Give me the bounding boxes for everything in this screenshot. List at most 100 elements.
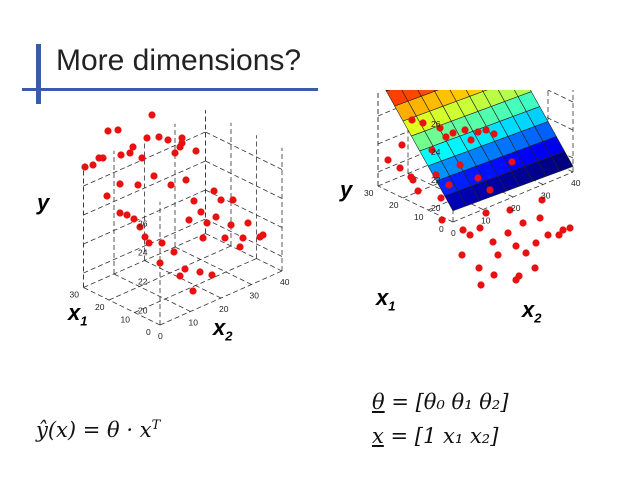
scatter-x2-subscript: 2: [225, 328, 233, 344]
plane-fit-tick-labels: 20 22 24 26 0 10 20 30 0 10 20 30 40: [364, 119, 581, 238]
data-point: [189, 287, 197, 295]
plane-patch: [449, 90, 471, 102]
data-point: [384, 156, 392, 164]
x2-tick-label: 30: [541, 191, 551, 201]
data-point: [167, 181, 175, 189]
data-point: [428, 146, 436, 154]
data-point: [141, 233, 149, 241]
data-point: [130, 215, 138, 223]
plane-x2-letter: x: [522, 297, 535, 322]
data-point: [494, 251, 502, 259]
data-point: [95, 154, 103, 162]
data-point: [474, 128, 482, 136]
x2-tick-label: 40: [280, 277, 290, 287]
data-point: [148, 111, 156, 119]
data-point: [155, 133, 163, 141]
plane-x2-axis-label: x2: [522, 297, 541, 325]
data-point: [531, 264, 539, 272]
plane-patch: [465, 90, 484, 97]
data-point: [536, 214, 544, 222]
plane-patch: [401, 90, 422, 102]
scatter-points: [81, 111, 267, 295]
data-point: [197, 208, 205, 216]
data-point: [164, 136, 172, 144]
data-point: [436, 124, 444, 132]
plane-y-axis-label: y: [340, 177, 353, 202]
data-point: [512, 242, 520, 250]
floor-grid-line: [205, 233, 283, 272]
plane-patch: [497, 90, 519, 102]
wall-grid-line: [205, 160, 283, 199]
data-point: [559, 226, 567, 234]
scatter-x1-axis-label: x1: [68, 300, 87, 328]
data-point: [437, 194, 445, 202]
theta-equation: θ = [θ₀ θ₁ θ₂]: [372, 390, 509, 414]
scatter-plot-3d: 20 22 24 26 0 10 20 30 0 10 20 30 40: [70, 110, 290, 341]
x2-tick-label: 20: [511, 203, 521, 213]
data-point: [190, 197, 198, 205]
x2-tick-label: 0: [158, 331, 163, 341]
data-point: [504, 229, 512, 237]
data-point: [136, 223, 144, 231]
data-point: [482, 126, 490, 134]
scatter-x1-subscript: 1: [80, 313, 88, 329]
data-point: [158, 239, 166, 247]
data-point: [259, 231, 267, 239]
data-point: [515, 272, 523, 280]
scatter-x1-letter: x: [68, 300, 81, 325]
data-point: [116, 209, 124, 217]
data-point: [150, 172, 158, 180]
data-point: [156, 259, 164, 267]
floor-grid-line: [83, 287, 161, 326]
data-point: [143, 134, 151, 142]
x1-tick-label: 30: [364, 188, 374, 198]
data-point: [217, 196, 225, 204]
data-point: [170, 248, 178, 256]
data-point: [229, 196, 237, 204]
data-point: [208, 271, 216, 279]
data-point: [445, 181, 453, 189]
data-point: [171, 149, 179, 157]
data-point: [114, 126, 122, 134]
data-point: [244, 219, 252, 227]
data-point: [538, 196, 546, 204]
x1-tick-label: 0: [439, 224, 444, 234]
scatter-y-axis-label: y: [37, 190, 50, 215]
data-point: [181, 265, 189, 273]
data-point: [185, 216, 193, 224]
x2-tick-label: 10: [481, 216, 491, 226]
data-point: [419, 119, 427, 127]
data-point: [489, 238, 497, 246]
data-point: [456, 161, 464, 169]
wall-grid-line: [83, 218, 206, 274]
data-point: [490, 130, 498, 138]
wall-grid-line: [205, 189, 283, 228]
data-point: [178, 139, 186, 147]
z-tick-label: 20: [138, 306, 148, 316]
z-tick-label: 22: [138, 277, 148, 287]
data-point: [123, 211, 131, 219]
data-point: [236, 243, 244, 251]
data-point: [482, 209, 490, 217]
data-point: [532, 239, 540, 247]
plane-patch: [417, 90, 436, 97]
data-point: [544, 231, 552, 239]
x2-tick-label: 20: [219, 304, 229, 314]
data-point: [89, 161, 97, 169]
prediction-equation-text: ŷ(x) = θ · x: [36, 418, 152, 442]
z-tick-label: 24: [138, 248, 148, 258]
plane-fit-points: [384, 116, 574, 289]
x1-tick-label: 20: [95, 302, 105, 312]
data-point: [458, 251, 466, 259]
plane-patch: [433, 90, 439, 92]
slide-title: More dimensions?: [56, 44, 302, 77]
data-point: [126, 149, 134, 157]
data-point: [449, 129, 457, 137]
data-point: [178, 134, 186, 142]
data-point: [506, 206, 514, 214]
z-tick-label: 24: [431, 147, 441, 157]
data-point: [459, 226, 467, 234]
plane-patch: [385, 90, 391, 92]
fitted-plane-surface: [385, 90, 574, 212]
theta-definition: = [θ₀ θ₁ θ₂]: [391, 390, 509, 414]
